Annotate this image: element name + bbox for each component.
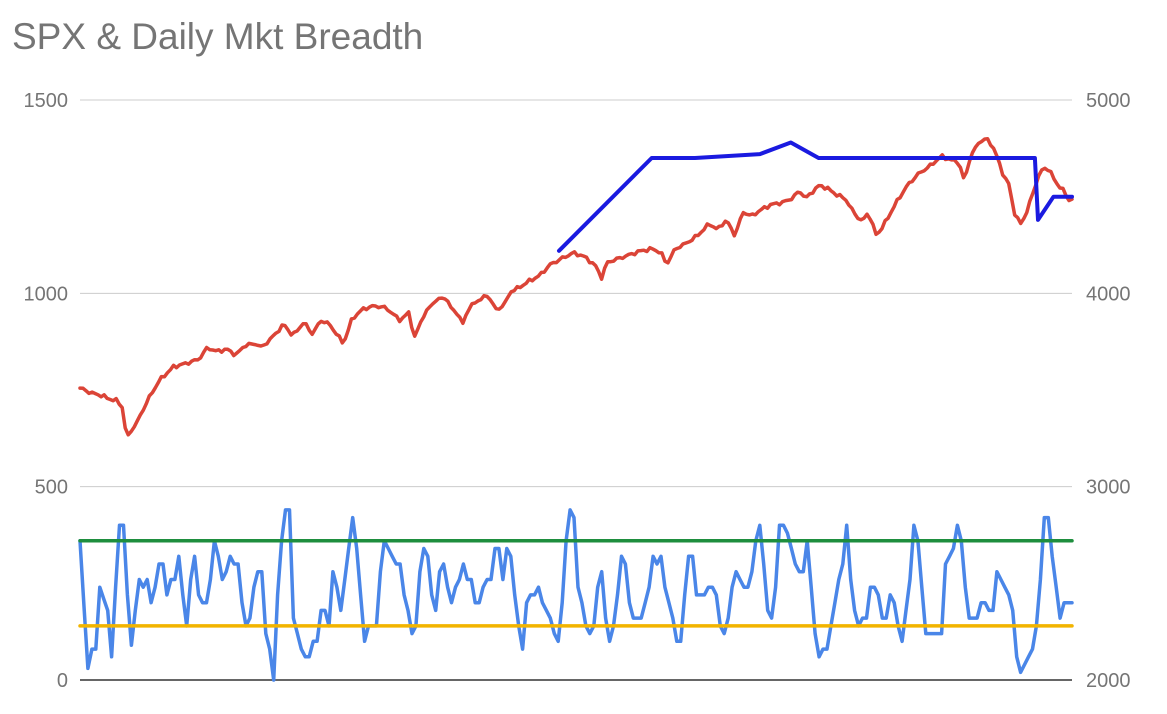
left-axis-ticks: 0 500 1000 1500	[24, 90, 69, 692]
left-tick-label: 1500	[24, 90, 69, 112]
chart-title: SPX & Daily Mkt Breadth	[12, 16, 424, 57]
right-tick-label: 2000	[1086, 670, 1131, 692]
series-line-1	[557, 140, 1074, 253]
right-tick-label: 5000	[1086, 90, 1131, 112]
gridlines	[80, 99, 1072, 681]
left-tick-label: 1000	[24, 283, 69, 305]
series-line-2	[78, 508, 1074, 682]
right-tick-label: 3000	[1086, 477, 1131, 499]
left-tick-label: 0	[57, 670, 68, 692]
right-axis-ticks: 2000 3000 4000 5000	[1086, 90, 1131, 692]
series-group	[78, 136, 1074, 682]
series-line-0	[78, 136, 1074, 437]
left-tick-label: 500	[35, 477, 68, 499]
right-tick-label: 4000	[1086, 283, 1131, 305]
